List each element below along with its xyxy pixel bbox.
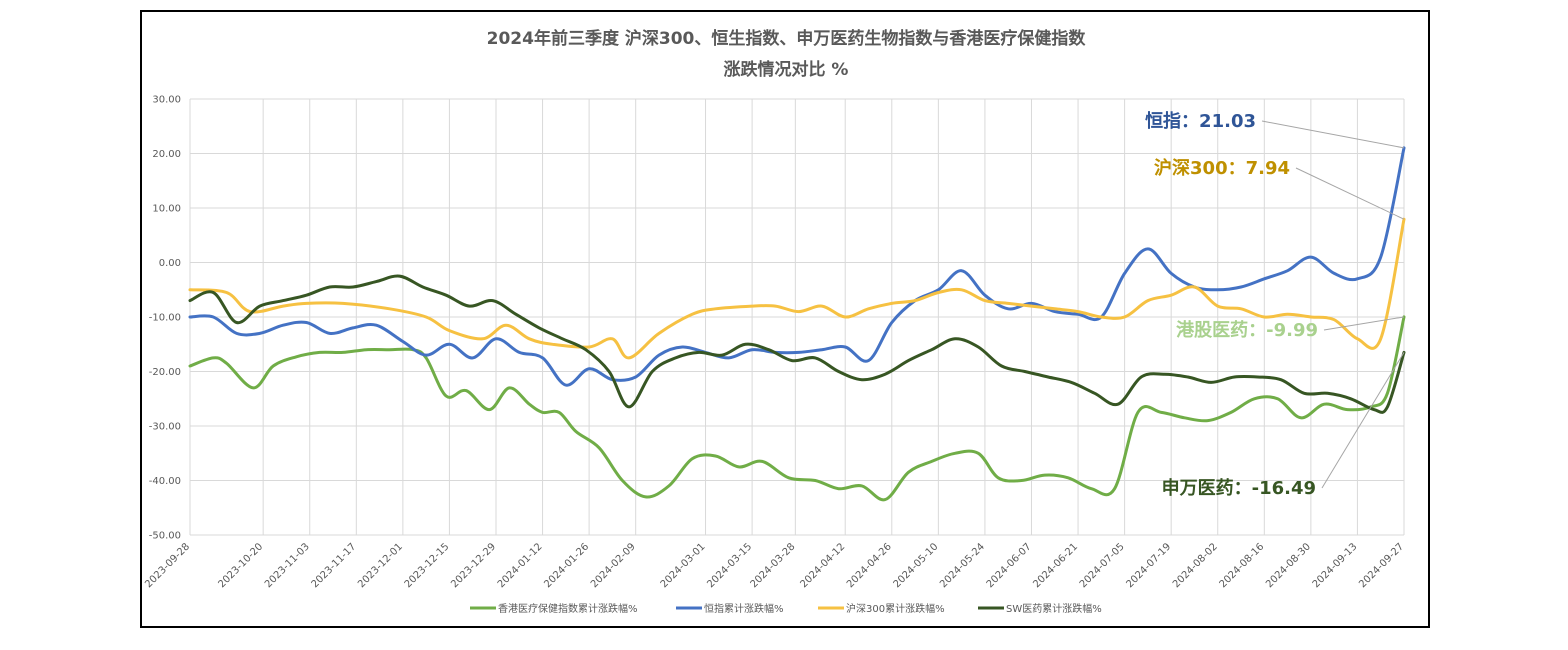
y-tick-label: 30.00 — [152, 95, 181, 106]
legend-label: 香港医疗保健指数累计涨跌幅% — [498, 602, 638, 615]
x-tick-label: 2024-04-26 — [845, 541, 894, 590]
chart-subtitle: 涨跌情况对比 % — [724, 59, 849, 80]
x-tick-label: 2023-10-20 — [216, 541, 265, 590]
x-tick-label: 2024-07-19 — [1124, 541, 1173, 590]
leader-line — [1323, 316, 1405, 331]
x-tick-label: 2024-01-26 — [542, 541, 591, 590]
x-tick-label: 2024-09-27 — [1357, 541, 1406, 590]
x-tick-label: 2024-08-16 — [1218, 541, 1267, 590]
x-tick-label: 2024-03-15 — [705, 541, 754, 590]
x-tick-label: 2023-11-03 — [263, 541, 312, 590]
x-tick-label: 2024-02-09 — [589, 541, 638, 590]
x-tick-label: 2024-03-01 — [659, 541, 708, 590]
x-tick-label: 2023-12-01 — [356, 541, 405, 590]
series-line-hsi — [188, 146, 1406, 387]
x-tick-label: 2023-12-15 — [403, 541, 452, 590]
leader-line — [1321, 352, 1405, 489]
x-tick-label: 2024-04-12 — [798, 541, 847, 590]
x-tick-label: 2023-09-28 — [143, 541, 192, 590]
legend-label: SW医药累计涨跌幅% — [1006, 602, 1102, 615]
y-tick-label: 10.00 — [152, 204, 181, 215]
legend: 香港医疗保健指数累计涨跌幅% 恒指累计涨跌幅% 沪深300累计涨跌幅% SW医药累计涨… — [470, 602, 1102, 615]
y-tick-label: -10.00 — [149, 313, 181, 324]
x-tick-label: 2024-09-13 — [1311, 541, 1360, 590]
leader-line — [1261, 120, 1405, 149]
x-tick-label: 2024-06-21 — [1031, 541, 1080, 590]
x-tick-label: 2024-08-02 — [1171, 541, 1220, 590]
y-tick-label: 0.00 — [159, 258, 181, 269]
x-tick-label: 2024-07-05 — [1078, 541, 1127, 590]
callout-sw-pharma: 申万医药：-16.49 — [1162, 477, 1316, 499]
series-line-hk-healthcare — [188, 315, 1406, 502]
x-tick-label: 2024-06-07 — [985, 541, 1034, 590]
callout-csi300: 沪深300：7.94 — [1154, 157, 1290, 179]
chart-title: 2024年前三季度 沪深300、恒生指数、申万医药生物指数与香港医疗保健指数 — [487, 28, 1087, 49]
legend-label: 沪深300累计涨跌幅% — [846, 602, 945, 615]
y-tick-label: -40.00 — [149, 476, 181, 487]
x-tick-label: 2024-03-28 — [749, 541, 798, 590]
x-axis-ticks: 2023-09-28 2023-10-202023-11-032023-11-17… — [143, 541, 1406, 590]
x-tick-label: 2024-05-24 — [938, 541, 987, 590]
leader-line — [1295, 167, 1405, 220]
x-tick-label: 2023-11-17 — [310, 541, 359, 590]
series-lines — [188, 146, 1406, 502]
y-axis-ticks: 30.00 20.00 10.00 0.00 -10.00 -20.00 -30.00 -40… — [149, 95, 181, 542]
y-tick-label: -30.00 — [149, 422, 181, 433]
chart-frame — [140, 10, 1430, 628]
x-tick-label: 2024-01-12 — [496, 541, 545, 590]
callout-hsi: 恒指：21.03 — [1145, 110, 1256, 132]
series-line-sw-pharma — [188, 274, 1406, 414]
callout-hk-healthcare: 港股医药：-9.99 — [1176, 319, 1318, 341]
x-tick-label: 2024-08-30 — [1264, 541, 1313, 590]
y-tick-label: 20.00 — [152, 149, 181, 160]
series-line-csi300 — [188, 217, 1406, 360]
y-tick-label: -50.00 — [149, 531, 181, 542]
callout-annotations: 恒指：21.03 沪深300：7.94 港股医药：-9.99 申万医药：-16.49 — [1145, 110, 1405, 499]
x-tick-label: 2023-12-29 — [449, 541, 498, 590]
x-tick-label: 2024-05-10 — [892, 541, 941, 590]
legend-label: 恒指累计涨跌幅% — [704, 602, 784, 615]
y-tick-label: -20.00 — [149, 367, 181, 378]
